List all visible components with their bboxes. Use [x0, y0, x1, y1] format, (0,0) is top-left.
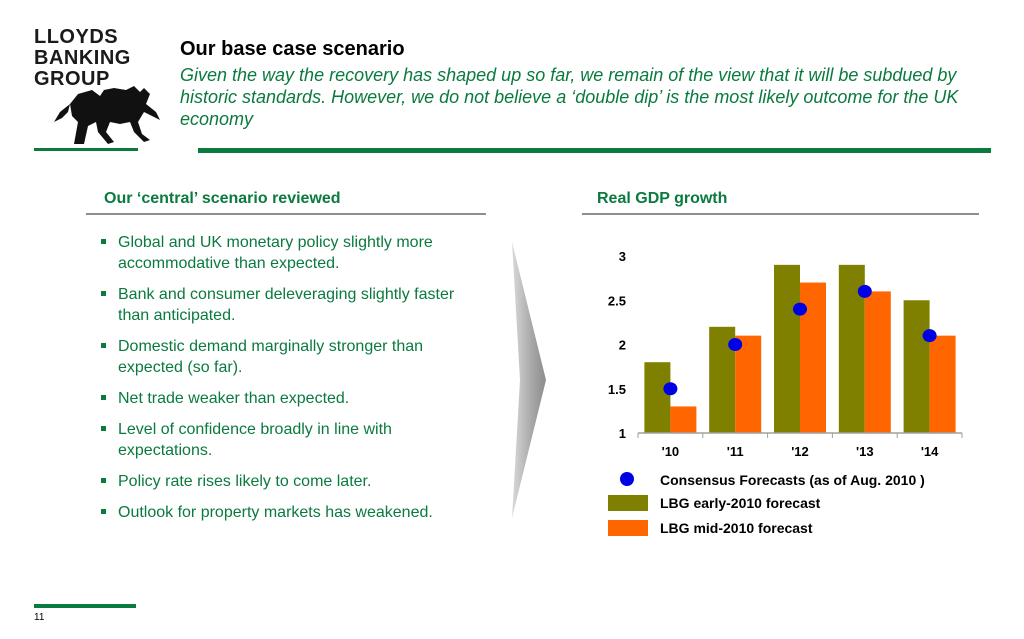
bullet-item: Net trade weaker than expected. [100, 388, 480, 409]
right-section-divider [582, 213, 979, 215]
x-tick-label: '14 [921, 444, 939, 459]
y-tick-label: 2 [619, 338, 626, 353]
bullet-item: Global and UK monetary policy slightly m… [100, 232, 480, 274]
right-section-title: Real GDP growth [597, 190, 728, 207]
bullet-item: Bank and consumer deleveraging slightly … [100, 284, 480, 326]
bar-mid [864, 291, 891, 433]
header-divider [198, 148, 991, 153]
bar-mid [735, 335, 762, 433]
x-tick-label: '13 [856, 444, 874, 459]
x-tick-label: '11 [727, 444, 744, 459]
logo-underline [34, 148, 138, 151]
y-tick-label: 2.5 [608, 293, 626, 308]
y-tick-label: 3 [619, 249, 626, 264]
page-number: 11 [34, 612, 45, 623]
lloyds-logo: LLOYDS BANKING GROUP [34, 27, 164, 152]
bar-early [903, 300, 930, 433]
legend-swatch-early [608, 495, 648, 511]
black-horse-icon [54, 86, 160, 144]
bar-mid [929, 335, 956, 433]
consensus-dot [663, 382, 678, 396]
page-subtitle: Given the way the recovery has shaped up… [180, 65, 959, 129]
left-section-title: Our ‘central’ scenario reviewed [104, 190, 341, 207]
consensus-dot [922, 329, 937, 343]
consensus-dot [857, 284, 872, 298]
x-tick-label: '10 [662, 444, 680, 459]
legend-swatch-mid [608, 520, 648, 536]
chevron-arrow-icon [512, 242, 546, 518]
y-tick-label: 1 [619, 426, 626, 441]
consensus-dot [793, 302, 807, 316]
logo-line-3: GROUP [34, 68, 110, 90]
bullet-item: Policy rate rises likely to come later. [100, 471, 480, 492]
legend-label-consensus: Consensus Forecasts (as of Aug. 2010 ) [660, 472, 925, 488]
logo-wordmark: LLOYDS BANKING GROUP [34, 27, 131, 90]
bar-early [644, 362, 671, 433]
bar-early [774, 264, 800, 433]
legend-label-mid: LBG mid-2010 forecast [660, 520, 813, 536]
bullet-item: Level of confidence broadly in line with… [100, 419, 480, 461]
legend-label-early: LBG early-2010 forecast [660, 495, 821, 511]
gdp-growth-chart: 1 1.5 2 2.5 3 '10 '11 '12 '13 '14 [608, 249, 963, 459]
bullet-item: Domestic demand marginally stronger than… [100, 336, 480, 378]
bullet-item: Outlook for property markets has weakene… [100, 502, 480, 523]
x-tick-label: '12 [791, 444, 809, 459]
bar-mid [670, 406, 697, 433]
logo-line-2: BANKING [34, 47, 131, 69]
legend-dot-consensus [620, 472, 634, 486]
page-title: Our base case scenario [180, 38, 405, 60]
footer-divider [34, 604, 136, 608]
scenario-bullet-list: Global and UK monetary policy slightly m… [100, 232, 480, 533]
y-tick-label: 1.5 [608, 382, 626, 397]
consensus-dot [728, 338, 743, 351]
logo-line-1: LLOYDS [34, 26, 119, 48]
left-section-divider [86, 213, 486, 215]
